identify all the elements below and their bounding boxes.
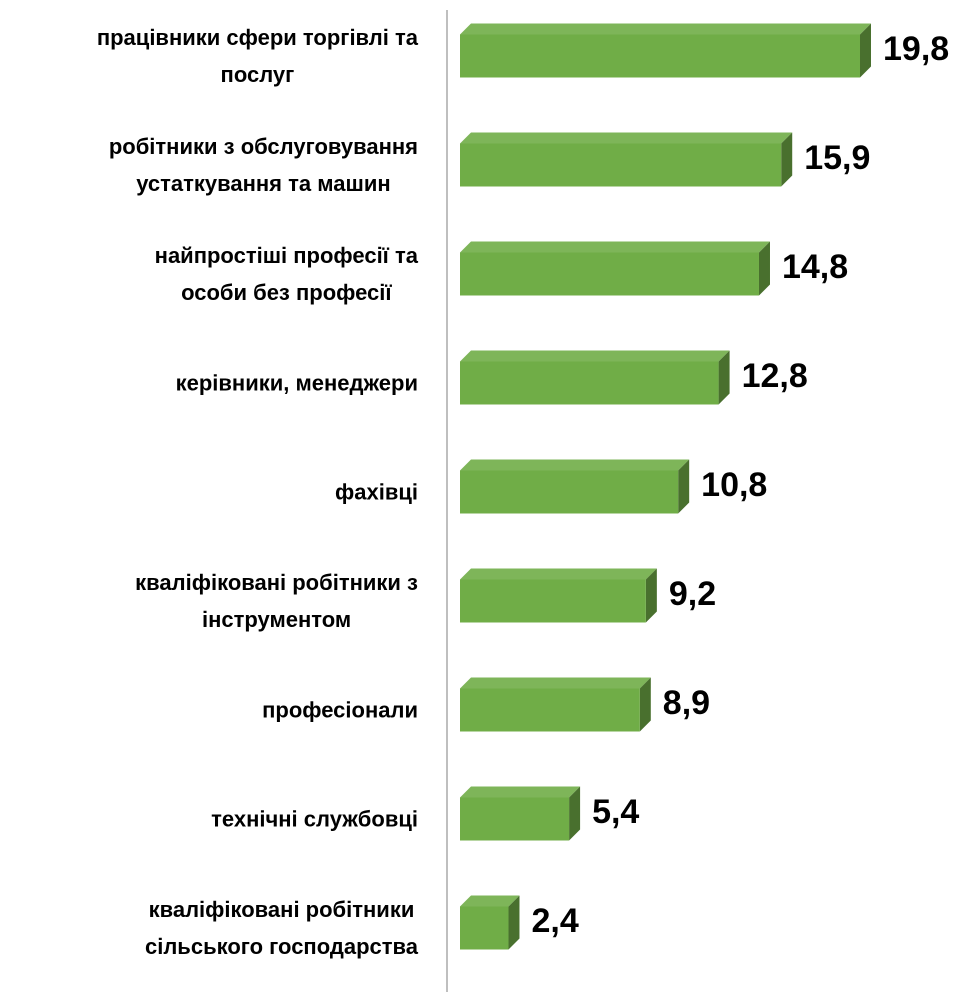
bar	[460, 34, 860, 78]
category-label: кваліфіковані робітники сільського госпо…	[144, 897, 418, 959]
bar	[460, 579, 646, 623]
bar	[460, 470, 679, 514]
value-label: 2,4	[531, 902, 578, 940]
bar	[460, 688, 640, 732]
category-label: працівники сфери торгівлі та послуг	[96, 25, 418, 87]
bar-side	[639, 677, 651, 732]
bar-top	[460, 241, 770, 253]
value-label: 8,9	[663, 684, 710, 722]
value-label: 19,8	[883, 30, 949, 68]
bar-top	[460, 786, 581, 798]
bar	[460, 361, 719, 405]
value-label: 10,8	[701, 466, 767, 504]
bar	[460, 143, 782, 187]
bar-side	[645, 568, 657, 623]
bar-side	[678, 459, 690, 514]
value-label: 12,8	[742, 357, 808, 395]
category-label: фахівці	[335, 479, 418, 505]
value-label: 5,4	[592, 793, 639, 831]
category-label-box: професіонали	[0, 692, 418, 729]
category-label: професіонали	[262, 697, 418, 723]
category-label-box: фахівці	[0, 474, 418, 511]
bar-side	[781, 132, 793, 187]
bar-top	[460, 132, 793, 144]
bar-top	[460, 895, 520, 907]
category-label-box: кваліфіковані робітники сільського госпо…	[0, 891, 418, 965]
category-label-box: кваліфіковані робітники з інструментом	[0, 564, 418, 638]
category-label-box: керівники, менеджери	[0, 365, 418, 402]
bar-side	[860, 23, 871, 78]
bar	[460, 252, 759, 296]
bar-side	[569, 786, 581, 841]
bar-top	[460, 23, 871, 35]
bar-top	[460, 459, 690, 471]
bar-top	[460, 350, 730, 362]
bar-side	[758, 241, 770, 296]
bar-top	[460, 677, 651, 689]
value-label: 14,8	[782, 248, 848, 286]
category-label-box: найпростіші професії та особи без профес…	[0, 237, 418, 311]
category-label: робітники з обслуговування устаткування …	[108, 134, 418, 196]
value-label: 9,2	[669, 575, 716, 613]
category-label-box: працівники сфери торгівлі та послуг	[0, 19, 418, 93]
bar	[460, 906, 509, 950]
value-label: 15,9	[804, 139, 870, 177]
bar-side	[718, 350, 730, 405]
category-label: кваліфіковані робітники з інструментом	[135, 570, 418, 632]
category-label: найпростіші професії та особи без профес…	[154, 243, 418, 305]
category-label-box: робітники з обслуговування устаткування …	[0, 128, 418, 202]
bar-side	[508, 895, 520, 950]
bar-top	[460, 568, 657, 580]
category-label: керівники, менеджери	[175, 370, 418, 396]
category-label: технічні службовці	[211, 806, 418, 832]
category-label-box: технічні службовці	[0, 801, 418, 838]
bar	[460, 797, 570, 841]
